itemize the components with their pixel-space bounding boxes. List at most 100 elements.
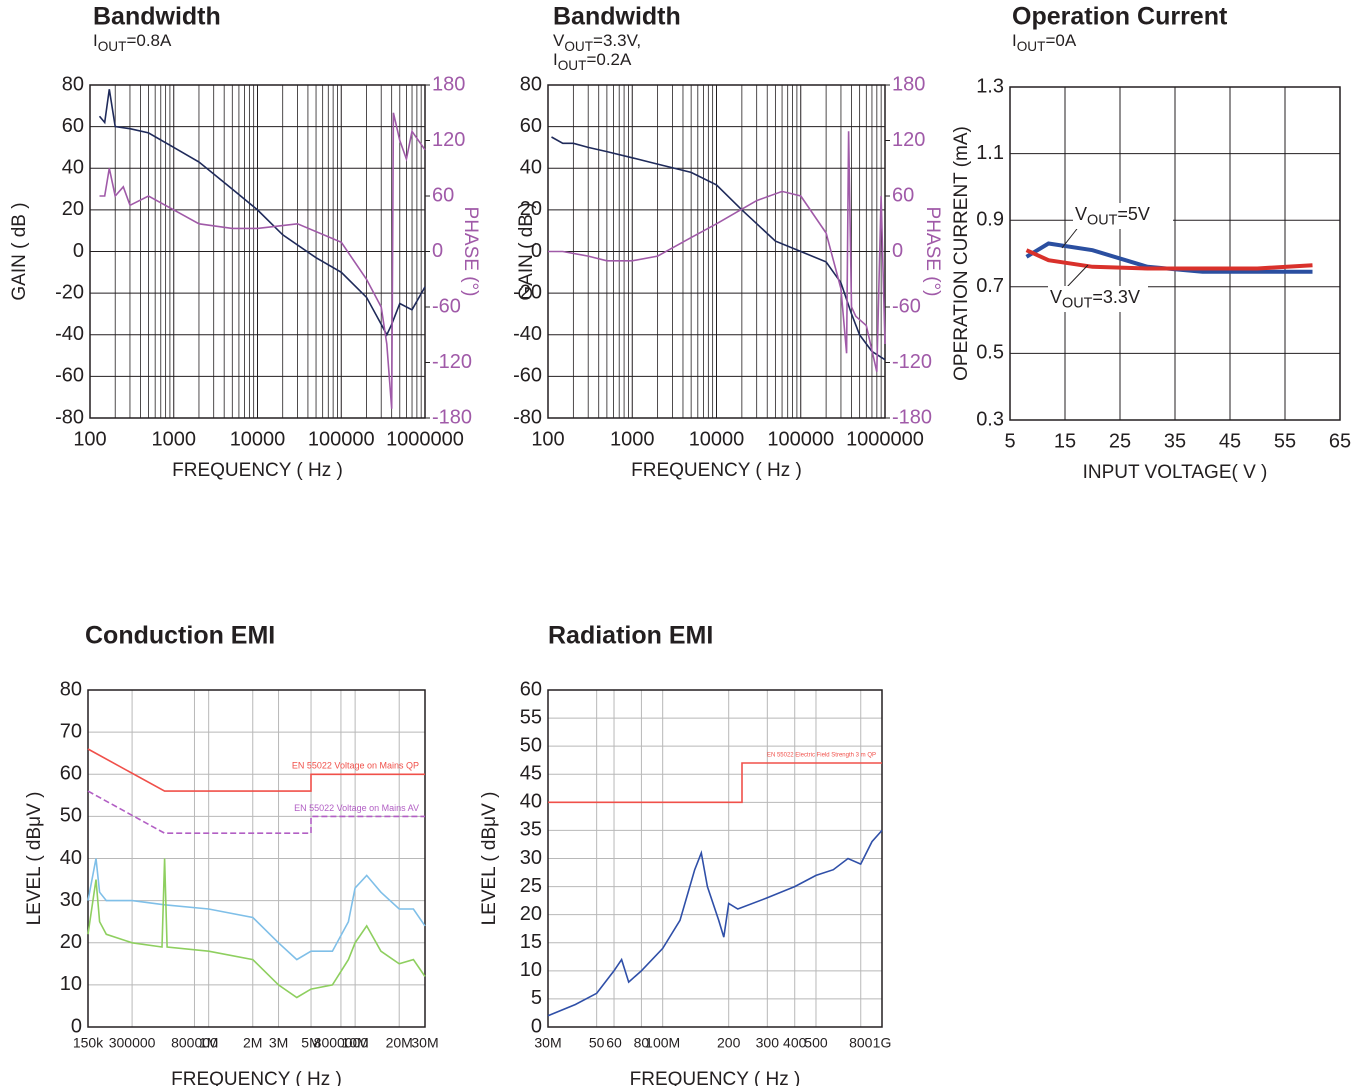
x-tick-label: 15	[1054, 430, 1076, 452]
annotation-part: V	[1050, 287, 1062, 307]
y2-tick-label: -180	[432, 406, 472, 428]
y-tick-label: 80	[62, 73, 84, 95]
x-tick-label: 50	[589, 1035, 605, 1051]
x-tick-label: 10000	[230, 428, 286, 450]
y-tick-label: 60	[520, 115, 542, 137]
y-tick-label: 80	[520, 73, 542, 95]
y2-tick-label: 120	[432, 129, 465, 151]
chart-subtitle-part: OUT	[558, 58, 587, 73]
y2-tick-label: 120	[892, 129, 925, 151]
x-tick-label: 8000000	[314, 1035, 369, 1051]
y-tick-label: 80	[60, 678, 82, 700]
chart-title: Radiation EMI	[548, 622, 713, 650]
series-line	[98, 89, 426, 337]
x-tick-label: 100000	[767, 428, 834, 450]
chart-subtitle-part: OUT	[1017, 39, 1046, 54]
y-tick-label: 1.1	[976, 142, 1004, 164]
y2-tick-label: -60	[432, 295, 461, 317]
x-tick-label: 10000	[689, 428, 745, 450]
chart-subtitle: VOUT=3.3V,	[553, 31, 641, 53]
y2-tick-label: 180	[892, 73, 925, 95]
plot-frame	[1009, 86, 1341, 421]
x-axis-label: FREQUENCY ( Hz )	[171, 1069, 342, 1086]
y-tick-label: 20	[62, 198, 84, 220]
plot-frame	[89, 84, 426, 419]
x-tick-label: 100	[531, 428, 564, 450]
x-tick-label: 1000	[610, 428, 655, 450]
y-tick-label: 1.3	[976, 75, 1004, 97]
y-axis-label: LEVEL ( dBμV )	[24, 792, 45, 926]
y2-axis-label: PHASE (°)	[460, 207, 481, 297]
y-tick-label: 60	[60, 763, 82, 785]
x-tick-label: 500	[804, 1035, 828, 1051]
chart-subtitle-part: OUT	[564, 39, 593, 54]
y-tick-label: 45	[520, 763, 542, 785]
chart-title: Bandwidth	[93, 3, 221, 31]
y-tick-label: 50	[60, 805, 82, 827]
x-tick-label: 300000	[109, 1035, 156, 1051]
x-tick-label: 5M	[301, 1035, 320, 1051]
y-tick-label: 20	[520, 198, 542, 220]
y-tick-label: 30	[60, 889, 82, 911]
annotation-part: =3.3V	[1092, 287, 1140, 307]
y-tick-label: 0	[71, 1015, 82, 1037]
chart-title: Conduction EMI	[85, 622, 275, 650]
annotation-part: OUT	[1087, 212, 1118, 228]
x-axis-label: FREQUENCY ( Hz )	[172, 460, 343, 481]
y-tick-label: 40	[520, 791, 542, 813]
y-tick-label: 60	[520, 678, 542, 700]
series-line	[548, 762, 882, 804]
y-tick-label: 0	[531, 1015, 542, 1037]
series-line	[548, 131, 886, 372]
chart-subtitle-part: =0.8A	[126, 31, 172, 50]
chart-subtitle-part: I	[1012, 31, 1017, 50]
y-axis-label: GAIN ( dB )	[516, 202, 537, 300]
y-tick-label: 20	[60, 931, 82, 953]
y-axis-label: OPERATION CURRENT (mA)	[951, 126, 972, 381]
series-line	[87, 790, 425, 834]
y-tick-label: -60	[513, 365, 542, 387]
y-tick-label: -80	[513, 406, 542, 428]
x-tick-label: 2M	[243, 1035, 262, 1051]
y-tick-label: 0.5	[976, 342, 1004, 364]
y-tick-label: 10	[520, 959, 542, 981]
y-tick-label: 30	[520, 847, 542, 869]
annotation: VOUT=3.3V	[1050, 287, 1140, 311]
y-tick-label: 15	[520, 931, 542, 953]
chart-subtitle-part: =3.3V,	[593, 31, 641, 50]
y-tick-label: 70	[60, 720, 82, 742]
plot-frame	[547, 689, 883, 1028]
chart-subtitle-part: V	[553, 31, 565, 50]
x-tick-label: 5	[1004, 430, 1015, 452]
x-axis-label: FREQUENCY ( Hz )	[630, 1069, 801, 1086]
x-tick-label: 30M	[534, 1035, 561, 1051]
series-line	[99, 112, 426, 409]
chart-subtitle-part: =0.2A	[586, 50, 632, 69]
y-tick-label: 5	[531, 987, 542, 1009]
y-tick-label: 0.7	[976, 275, 1004, 297]
y-tick-label: 20	[520, 903, 542, 925]
y2-tick-label: 0	[432, 240, 443, 262]
y-tick-label: -60	[55, 365, 84, 387]
series-label: EN 55022 Electric Field Strength 3 m QP	[767, 753, 876, 759]
chart-title: Bandwidth	[553, 3, 681, 31]
chart-subtitle-part: =0A	[1045, 31, 1076, 50]
y-tick-label: -80	[55, 406, 84, 428]
chart-subtitle-part: I	[93, 31, 98, 50]
x-tick-label: 800000	[171, 1035, 218, 1051]
x-tick-label: 100	[73, 428, 106, 450]
y2-tick-label: 60	[892, 184, 914, 206]
x-tick-label: 200	[717, 1035, 741, 1051]
series-line	[1025, 248, 1313, 271]
annotation: VOUT=5V	[1075, 204, 1150, 228]
y-axis-label: GAIN ( dB )	[9, 202, 30, 300]
y-tick-label: -40	[55, 323, 84, 345]
x-tick-label: 1000000	[846, 428, 924, 450]
chart-subtitle: IOUT=0A	[1012, 31, 1077, 53]
x-tick-label: 1M	[199, 1035, 218, 1051]
y-tick-label: 35	[520, 819, 542, 841]
y-tick-label: 0.3	[976, 408, 1004, 430]
x-tick-label: 100000	[308, 428, 375, 450]
series-label: EN 55022 Voltage on Mains QP	[292, 761, 419, 771]
